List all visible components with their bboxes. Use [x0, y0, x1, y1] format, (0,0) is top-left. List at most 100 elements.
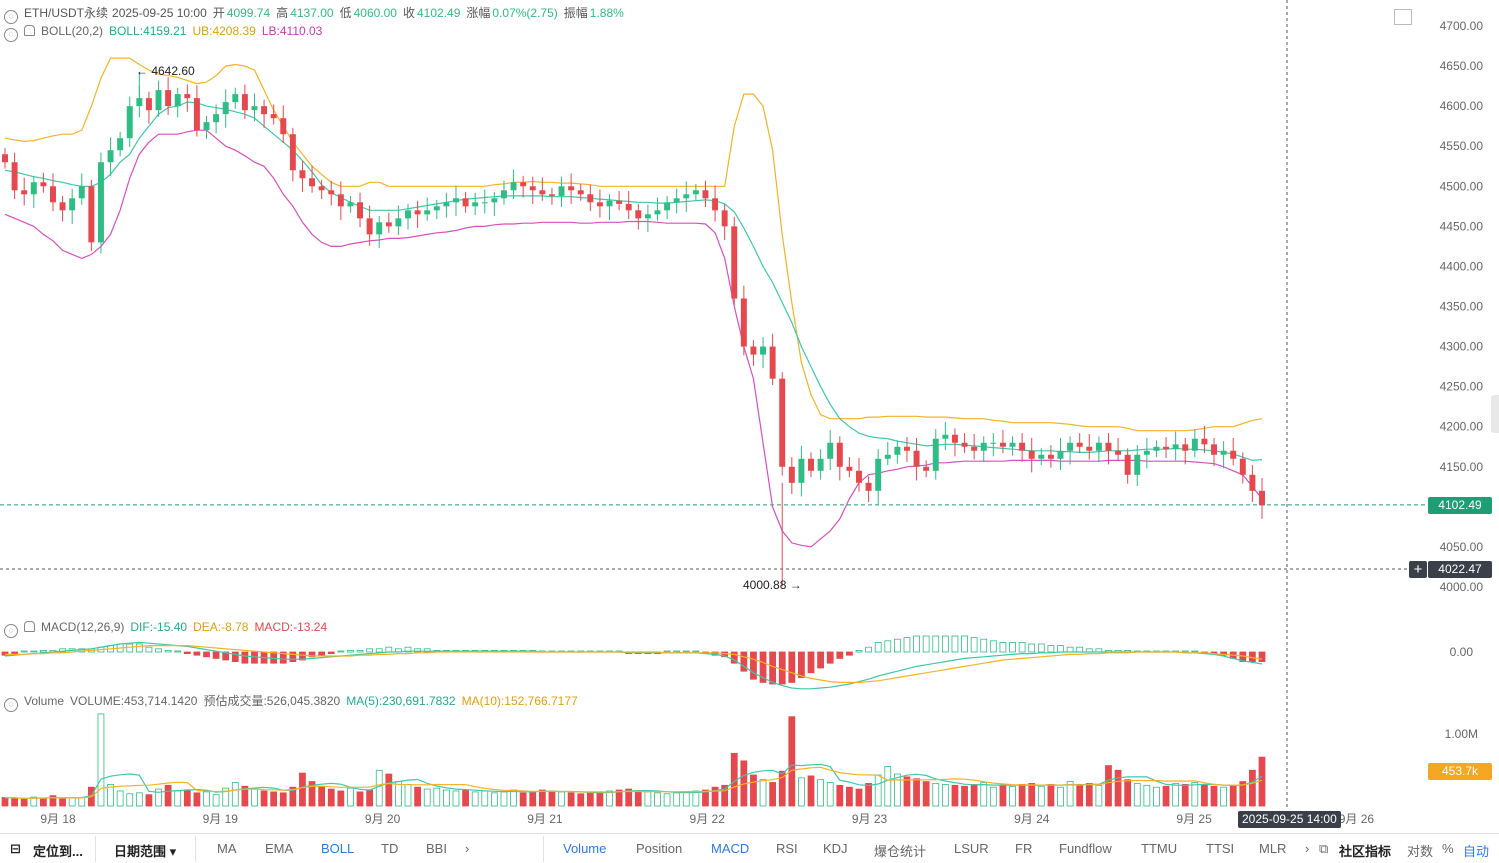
toggle-eye-icon[interactable]: ◌ [4, 10, 18, 24]
candle-body [97, 162, 104, 243]
candle-body [692, 190, 699, 195]
sub-ttsi[interactable]: TTSI [1206, 841, 1235, 856]
volume-bar [155, 788, 162, 807]
macd-histogram-bar [231, 651, 239, 663]
candle-body [472, 202, 479, 207]
candle-body [88, 186, 95, 243]
auto-scale-toggle[interactable]: 自动 [1463, 844, 1490, 859]
sub-volume[interactable]: Volume [563, 841, 607, 856]
volume-bar [1105, 765, 1112, 807]
candle-body [126, 106, 133, 139]
percent-scale-toggle[interactable]: % [1442, 841, 1454, 856]
candle-body [2, 154, 8, 163]
candle-body [606, 200, 613, 207]
sub-position[interactable]: Position [636, 841, 683, 856]
macd-histogram-bar [750, 651, 757, 680]
high-value: 4137.00 [290, 6, 334, 20]
volume-bar [721, 784, 729, 807]
goto-button[interactable]: 定位到... [33, 844, 83, 859]
alert-bell-icon[interactable] [24, 25, 35, 36]
indicator-bbi[interactable]: BBI [426, 841, 447, 856]
x-tick-label: 9月 25 [1176, 812, 1212, 826]
candle-body [1067, 442, 1074, 451]
macd-histogram-bar [1018, 642, 1026, 653]
candle-body [1124, 454, 1131, 475]
volume-bar [663, 793, 671, 807]
side-panel-handle[interactable] [1491, 395, 1499, 433]
candle-body [50, 186, 56, 203]
date-range-button[interactable]: 日期范围 ▾ [114, 844, 177, 859]
volume-bar [174, 790, 182, 807]
volume-bar [1249, 769, 1256, 807]
candle-body [366, 218, 373, 235]
volume-toggle-icon[interactable]: ◌ [4, 698, 18, 712]
candle-body [1191, 438, 1198, 451]
volume-bar [519, 792, 527, 807]
macd-toggle-icon[interactable]: ◌ [4, 624, 18, 638]
volume-bar [999, 784, 1007, 807]
sub-ttmu[interactable]: TTMU [1141, 841, 1178, 856]
volume-bar [20, 799, 28, 807]
candle-body [616, 200, 623, 204]
candle-body [731, 226, 738, 299]
macd-name[interactable]: MACD(12,26,9) [41, 620, 125, 634]
volume-name[interactable]: Volume [24, 694, 65, 708]
candle-body [251, 106, 258, 111]
sub-fundflow[interactable]: Fundflow [1059, 841, 1112, 856]
candle-body [78, 186, 85, 199]
volume-bar [644, 791, 652, 807]
sub-fr[interactable]: FR [1015, 841, 1033, 856]
indicator-ema[interactable]: EMA [265, 841, 294, 856]
candle-body [1220, 450, 1227, 455]
candle-body [1249, 474, 1256, 491]
community-indicators[interactable]: 社区指标 [1339, 844, 1392, 859]
community-icon[interactable]: ⧉ [1319, 841, 1329, 856]
crosshair-plus-icon[interactable]: + [1409, 561, 1427, 578]
macd-histogram-bar [798, 651, 805, 679]
log-scale-toggle[interactable]: 对数 [1407, 844, 1434, 859]
fullscreen-icon[interactable] [1394, 9, 1412, 25]
main-more-arrow-icon[interactable]: › [465, 841, 470, 856]
symbol-label: ETH/USDT永续 [24, 6, 109, 20]
volume-bar [893, 773, 901, 807]
volume-bar [183, 789, 191, 807]
volume-bar [1085, 783, 1093, 807]
candle-body [942, 434, 949, 439]
sub-lsur[interactable]: LSUR [954, 841, 989, 856]
volume-bar [299, 772, 306, 807]
candle-body [1095, 442, 1102, 451]
indicator-td[interactable]: TD [381, 841, 399, 856]
candle-body [59, 202, 66, 211]
macd-histogram-bar [951, 635, 959, 653]
volume-bar [1162, 785, 1170, 807]
locate-icon[interactable]: ⊟ [10, 841, 21, 856]
volume-bar [941, 783, 949, 807]
boll-name[interactable]: BOLL(20,2) [41, 24, 104, 38]
macd-histogram-bar [251, 651, 258, 664]
volume-ma10-line [4, 766, 1263, 799]
indicator-boll[interactable]: BOLL [321, 841, 355, 856]
macd-histogram-bar [1028, 643, 1036, 653]
sub-more-arrow-icon[interactable]: › [1305, 841, 1310, 856]
macd-histogram-bar [241, 651, 249, 664]
boll-toggle-icon[interactable]: ◌ [4, 28, 18, 42]
volume-bar [951, 784, 959, 807]
volume-bar [414, 786, 421, 807]
sub-liquidation[interactable]: 爆仓统计 [874, 844, 927, 859]
candle-body [405, 210, 411, 219]
macd-histogram-bar [1258, 651, 1266, 663]
sub-kdj[interactable]: KDJ [823, 841, 848, 856]
sub-macd[interactable]: MACD [711, 841, 750, 856]
candle-body [318, 186, 325, 191]
candle-body [596, 202, 603, 207]
macd-histogram-bar [922, 635, 930, 653]
volume-bar [241, 785, 249, 807]
sub-mlr[interactable]: MLR [1259, 841, 1287, 856]
indicator-ma[interactable]: MA [217, 841, 237, 856]
macd-bell-icon[interactable] [24, 621, 35, 632]
candle-body [856, 470, 862, 483]
sub-rsi[interactable]: RSI [776, 841, 798, 856]
candle-body [1182, 444, 1189, 451]
candle-body [21, 190, 28, 195]
